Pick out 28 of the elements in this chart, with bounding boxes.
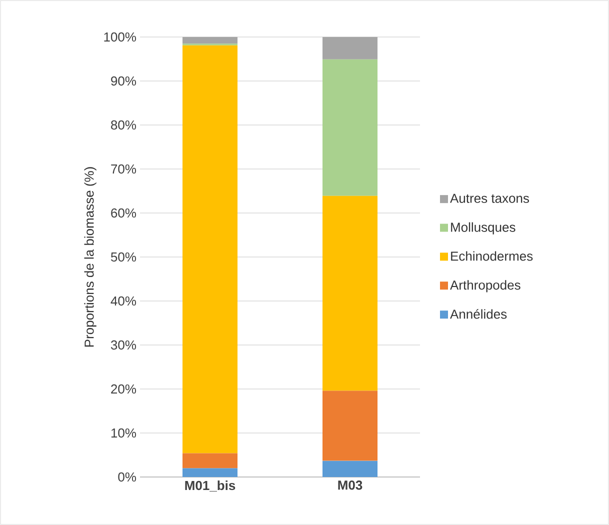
y-tick-label: 100%	[104, 32, 136, 42]
legend-label: Echinodermes	[451, 251, 533, 261]
bar	[322, 37, 378, 60]
bar	[322, 460, 378, 477]
y-tick-label: 40%	[110, 296, 136, 306]
x-tick-label: M03	[338, 480, 362, 490]
bar	[182, 453, 238, 468]
y-axis-title: Proportions de la biomasse (%)	[84, 167, 96, 347]
y-tick-label: 20%	[111, 384, 136, 394]
x-tick-label: M01_bis	[185, 480, 236, 492]
bar	[182, 468, 238, 477]
y-tick-label: 30%	[110, 340, 136, 350]
legend-label: Mollusques	[451, 222, 516, 234]
y-tick-label: 70%	[111, 164, 136, 174]
legend-label: Arthropodes	[450, 280, 520, 292]
y-tick-label: 60%	[111, 208, 136, 218]
bar	[322, 196, 378, 391]
y-tick-label: 0%	[118, 472, 136, 482]
legend-label: Annélides	[450, 309, 507, 319]
bar	[182, 37, 238, 44]
y-tick-label: 10%	[111, 428, 136, 438]
bar	[182, 45, 238, 454]
y-tick-label: 50%	[110, 252, 136, 262]
legend-label: Autres taxons	[450, 194, 530, 203]
bar	[322, 59, 378, 196]
bar	[322, 390, 378, 461]
y-tick-label: 80%	[111, 120, 136, 130]
y-tick-label: 90%	[111, 76, 136, 86]
